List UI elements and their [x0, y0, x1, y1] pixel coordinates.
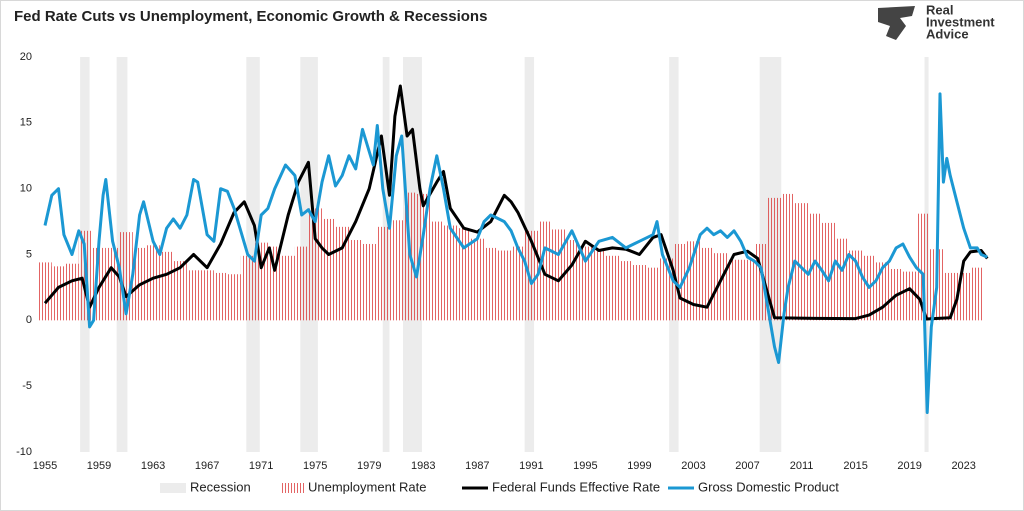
unemployment-bar [227, 274, 241, 321]
unemployment-bar [294, 246, 309, 321]
x-tick-label: 1983 [411, 460, 435, 472]
x-tick-label: 1991 [519, 460, 543, 472]
unemployment-bar [794, 203, 809, 321]
legend-swatch [280, 483, 304, 493]
series-line [43, 84, 989, 321]
unemployment-bar [213, 272, 228, 321]
unemployment-bar [565, 240, 579, 321]
unemployment-bar [321, 218, 336, 321]
unemployment-bar [727, 259, 741, 321]
y-tick-label: 10 [20, 183, 32, 195]
unemployment-bar [146, 245, 160, 321]
y-tick-label: 15 [20, 117, 32, 129]
x-tick-label: 2019 [897, 460, 921, 472]
logo-text: Investment [926, 14, 995, 29]
unemployment-bar [240, 255, 255, 321]
unemployment-bar [105, 247, 120, 321]
unemployment-bar [200, 270, 214, 321]
chart-title: Fed Rate Cuts vs Unemployment, Economic … [14, 8, 487, 25]
unemployment-bar [713, 253, 728, 321]
unemployment-bar [808, 213, 822, 321]
unemployment-bar [835, 238, 849, 321]
unemployment-bar [700, 247, 714, 321]
x-tick-label: 2003 [681, 460, 705, 472]
x-tick-label: 1975 [303, 460, 327, 472]
legend-label: Federal Funds Effective Rate [492, 479, 660, 494]
x-tick-label: 1999 [627, 460, 651, 472]
unemployment-bar [186, 270, 201, 321]
unemployment-bar [173, 261, 187, 321]
unemployment-bar [375, 226, 390, 321]
unemployment-bar [781, 193, 795, 321]
unemployment-bar [65, 263, 79, 321]
unemployment-bar [389, 220, 404, 321]
y-tick-label: 20 [20, 51, 32, 63]
unemployment-bar [592, 249, 606, 321]
unemployment-bar [578, 246, 593, 321]
unemployment-bar [943, 272, 957, 321]
x-tick-label: 1959 [87, 460, 111, 472]
unemployment-bar [348, 240, 363, 321]
unemployment-bar [430, 221, 444, 321]
y-tick-label: 0 [26, 314, 32, 326]
x-tick-label: 2011 [790, 460, 814, 472]
x-tick-label: 1971 [249, 460, 273, 472]
legend-label: Unemployment Rate [308, 479, 427, 494]
x-tick-label: 1955 [33, 460, 57, 472]
x-tick-label: 2015 [843, 460, 867, 472]
unemployment-bar [281, 255, 295, 321]
unemployment-bar [970, 267, 984, 321]
unemployment-bar [497, 250, 512, 321]
x-tick-label: 2023 [951, 460, 975, 472]
unemployment-bar [362, 243, 376, 321]
unemployment-bar [267, 246, 282, 321]
logo-text: Advice [926, 26, 969, 41]
unemployment-bar [740, 259, 755, 321]
logo-text: Real [926, 2, 953, 17]
unemployment-bar [511, 246, 525, 321]
series-line [43, 92, 988, 414]
unemployment-bar [605, 255, 620, 321]
recession-band [246, 57, 260, 452]
legend-label: Gross Domestic Product [698, 479, 839, 494]
unemployment-bar [38, 262, 52, 321]
unemployment-bar [619, 261, 633, 321]
x-tick-label: 1967 [195, 460, 219, 472]
unemployment-bar [767, 197, 782, 321]
logo-icon [878, 6, 915, 40]
unemployment-bar [484, 247, 498, 321]
plot-area [38, 57, 989, 452]
y-tick-label: -5 [22, 380, 32, 392]
unemployment-bar [443, 225, 458, 321]
unemployment-bar [632, 265, 647, 321]
x-tick-label: 2007 [735, 460, 759, 472]
y-tick-label: -10 [16, 446, 32, 458]
unemployment-bar [902, 271, 917, 321]
unemployment-bar [821, 222, 836, 321]
x-tick-label: 1995 [573, 460, 597, 472]
unemployment-bar [646, 267, 660, 321]
unemployment-bar [308, 208, 322, 321]
legend-swatch [160, 483, 186, 493]
unemployment-bar [470, 238, 485, 321]
unemployment-bar [416, 193, 431, 321]
legend-label: Recession [190, 479, 251, 494]
x-tick-label: 1963 [141, 460, 165, 472]
legend: Recession Unemployment Rate Federal Funds … [160, 479, 839, 494]
logo: Real Investment Advice [878, 2, 995, 41]
y-tick-label: 5 [26, 248, 32, 260]
unemployment-bar [159, 251, 174, 321]
x-tick-label: 1979 [357, 460, 381, 472]
x-tick-label: 1987 [465, 460, 489, 472]
unemployment-bar [51, 266, 66, 321]
unemployment-bar [916, 213, 930, 321]
unemployment-bar [457, 228, 471, 321]
